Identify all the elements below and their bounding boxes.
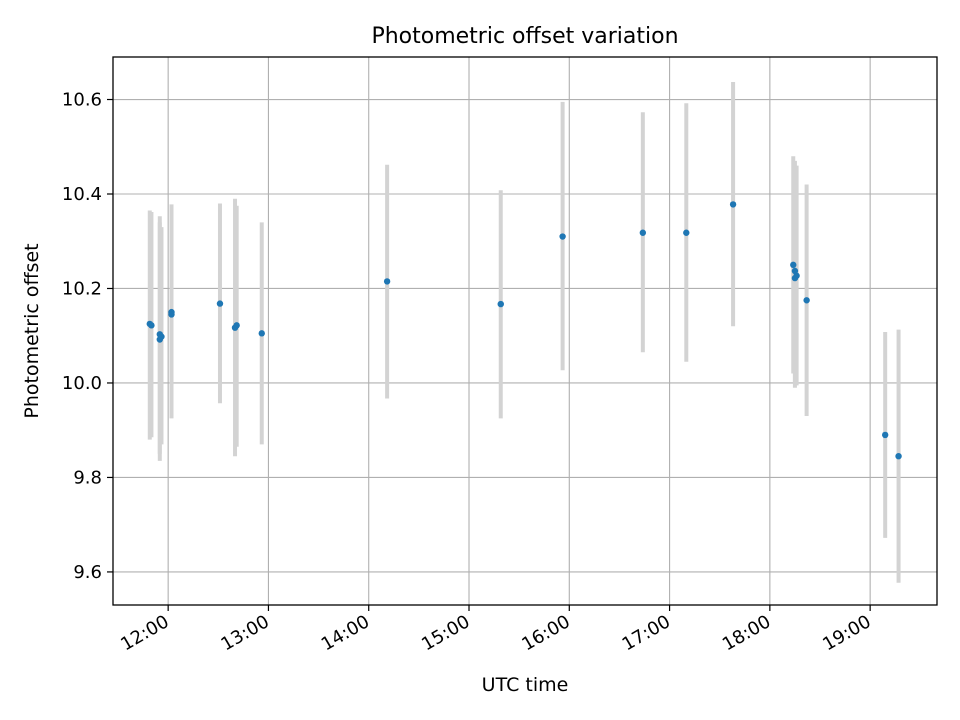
data-point: [895, 452, 902, 460]
y-axis-label: Photometric offset: [21, 243, 43, 418]
y-axis-ticks: 9.6 9.8 10.0 10.2 10.4 10.6: [62, 90, 113, 583]
y-tick-label: 10.0: [62, 373, 102, 394]
data-point: [729, 201, 737, 208]
y-tick-label: 10.2: [62, 278, 102, 299]
data-point: [881, 431, 889, 439]
data-point: [383, 278, 391, 285]
data-point: [803, 297, 810, 304]
data-point: [158, 333, 165, 340]
data-point: [148, 322, 155, 329]
data-point: [497, 300, 504, 308]
plot-frame: [112, 56, 938, 606]
chart-title: Photometric offset variation: [371, 24, 678, 49]
x-axis-label: UTC time: [482, 674, 569, 696]
data-point: [639, 229, 647, 236]
data-point: [793, 272, 800, 279]
y-tick-label: 10.4: [62, 184, 102, 205]
y-tick-label: 9.8: [73, 467, 102, 488]
data-point: [559, 233, 566, 240]
data-point: [790, 261, 797, 269]
data-point: [233, 322, 240, 329]
data-point: [683, 229, 690, 236]
data-point: [216, 300, 224, 307]
y-tick-label: 9.6: [73, 562, 102, 583]
data-point: [168, 311, 175, 318]
data-point: [258, 330, 265, 337]
grid: [113, 57, 937, 605]
y-tick-label: 10.6: [62, 90, 102, 111]
data-points: [146, 201, 902, 460]
